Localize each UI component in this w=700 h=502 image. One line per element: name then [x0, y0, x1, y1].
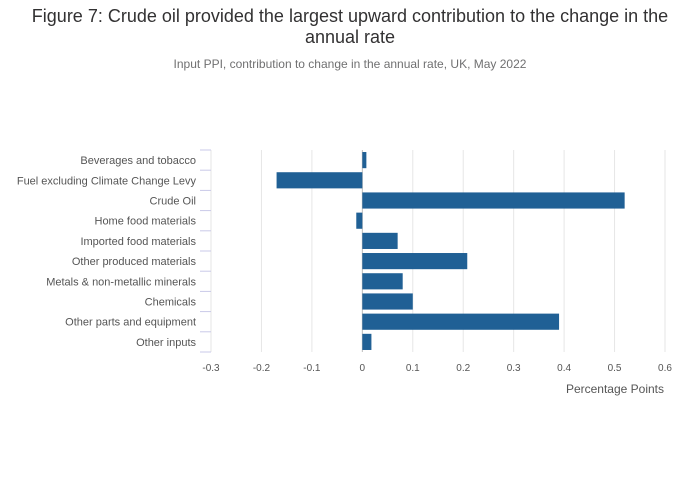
bar[interactable]	[362, 333, 372, 350]
category-label: Imported food materials	[80, 236, 196, 248]
x-tick-label: 0.4	[557, 363, 571, 374]
bar[interactable]	[362, 152, 367, 169]
x-tick-label: 0.2	[456, 363, 470, 374]
bar[interactable]	[362, 293, 413, 310]
bar[interactable]	[362, 273, 403, 290]
bar[interactable]	[362, 192, 625, 209]
bar[interactable]	[276, 172, 363, 189]
category-label: Chemicals	[145, 297, 197, 309]
x-tick-label: -0.1	[303, 363, 321, 374]
x-tick-label: -0.3	[202, 363, 220, 374]
category-label: Fuel excluding Climate Change Levy	[17, 175, 197, 187]
x-tick-label: 0.1	[406, 363, 420, 374]
bar[interactable]	[362, 253, 468, 270]
x-tick-label: -0.2	[253, 363, 271, 374]
x-axis-title: Percentage Points	[566, 382, 664, 396]
chart-title: Figure 7: Crude oil provided the largest…	[31, 6, 669, 47]
bar[interactable]	[356, 212, 363, 229]
category-label: Home food materials	[95, 216, 197, 228]
bar[interactable]	[362, 313, 560, 330]
x-tick-label: 0	[360, 363, 366, 374]
x-tick-label: 0.5	[608, 363, 622, 374]
category-labels: Beverages and tobacco Fuel excluding Clim…	[17, 155, 197, 349]
category-label: Other inputs	[136, 337, 196, 349]
category-label: Metals & non-metallic minerals	[46, 276, 196, 288]
category-label: Other parts and equipment	[65, 317, 196, 329]
category-label: Crude Oil	[150, 196, 196, 208]
x-tick-labels: -0.3 -0.2 -0.1 0 0.1 0.2 0.3 0.4 0.5 0.6	[202, 363, 672, 374]
chart-subtitle: Input PPI, contribution to change in the…	[173, 57, 527, 71]
x-tick-label: 0.6	[658, 363, 672, 374]
bars	[276, 152, 625, 350]
category-label: Beverages and tobacco	[80, 155, 196, 167]
gridlines	[200, 149, 666, 353]
x-tick-label: 0.3	[507, 363, 521, 374]
category-label: Other produced materials	[72, 256, 197, 268]
bar[interactable]	[362, 232, 398, 249]
